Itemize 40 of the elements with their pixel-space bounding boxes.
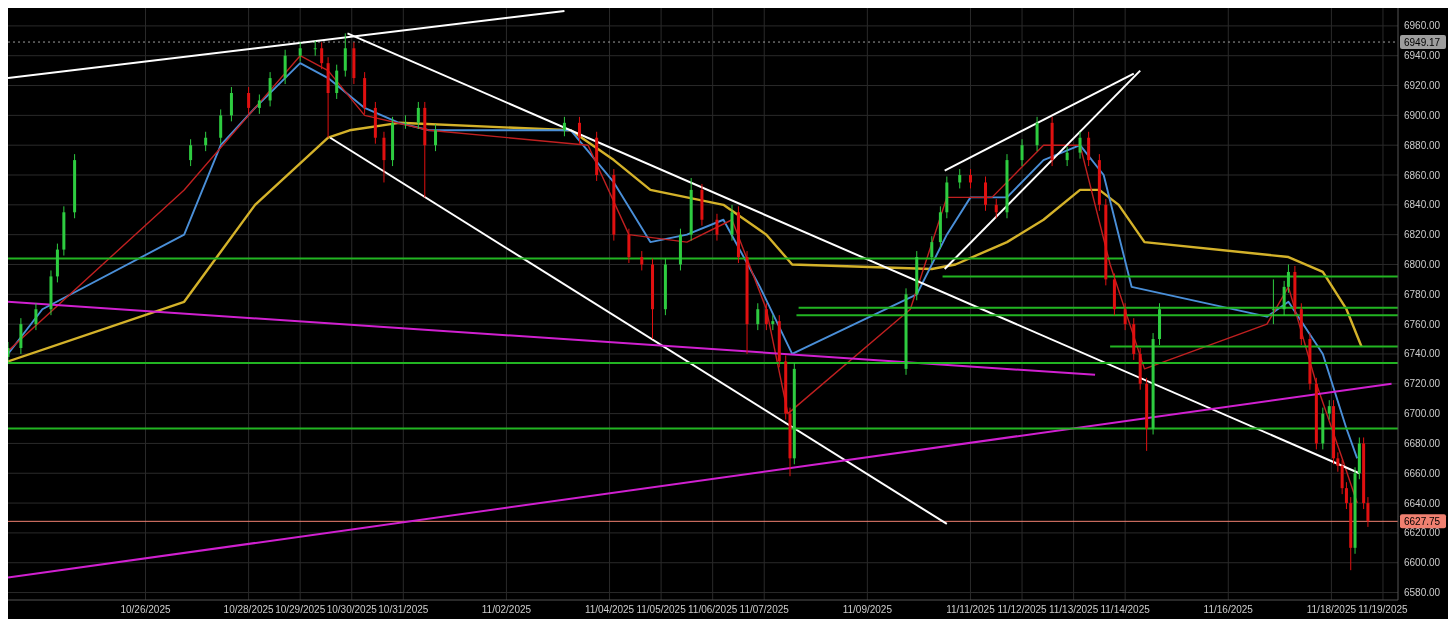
y-tick-label: 6640.00 [1404,497,1441,509]
x-tick-label: 10/31/2025 [378,604,429,615]
y-tick-label: 6780.00 [1404,288,1441,300]
x-tick-label: 10/26/2025 [120,604,171,615]
x-tick-label: 10/28/2025 [223,604,275,615]
y-tick-label: 6840.00 [1404,199,1441,211]
x-tick-label: 11/04/2025 [584,604,635,615]
ref-line-label: 6949.17 [1404,36,1441,48]
x-tick-label: 10/30/2025 [326,604,378,615]
x-tick-label: 11/18/2025 [1306,604,1357,615]
y-tick-label: 6760.00 [1404,318,1441,330]
x-tick-label: 11/11/2025 [946,604,996,615]
y-tick-label: 6680.00 [1404,437,1441,449]
y-tick-label: 6720.00 [1404,378,1441,390]
y-tick-label: 6960.00 [1404,20,1441,32]
x-tick-label: 11/07/2025 [739,604,790,615]
x-tick-label: 11/12/2025 [997,604,1048,615]
x-tick-label: 11/13/2025 [1048,604,1099,615]
y-tick-label: 6940.00 [1404,50,1441,62]
y-tick-label: 6660.00 [1404,467,1441,479]
y-tick-label: 6580.00 [1404,587,1441,599]
y-tick-label: 6900.00 [1404,109,1441,121]
x-tick-label: 10/29/2025 [275,604,326,615]
x-tick-label: 11/05/2025 [636,604,687,615]
y-tick-label: 6620.00 [1404,527,1441,539]
y-tick-label: 6860.00 [1404,169,1441,181]
y-tick-label: 6700.00 [1404,408,1441,420]
y-tick-label: 6800.00 [1404,258,1441,270]
x-tick-label: 11/14/2025 [1100,604,1151,615]
y-tick-label: 6740.00 [1404,348,1441,360]
x-tick-label: 11/09/2025 [842,604,893,615]
y-tick-label: 6920.00 [1404,80,1441,92]
x-tick-label: 11/02/2025 [481,604,532,615]
y-tick-label: 6880.00 [1404,139,1441,151]
y-tick-label: 6600.00 [1404,557,1441,569]
x-tick-label: 11/06/2025 [688,604,738,615]
x-tick-label: 11/19/2025 [1358,604,1409,615]
y-tick-label: 6820.00 [1404,229,1441,241]
x-tick-label: 11/16/2025 [1203,604,1254,615]
ref-line-label: 6627.75 [1404,515,1441,527]
